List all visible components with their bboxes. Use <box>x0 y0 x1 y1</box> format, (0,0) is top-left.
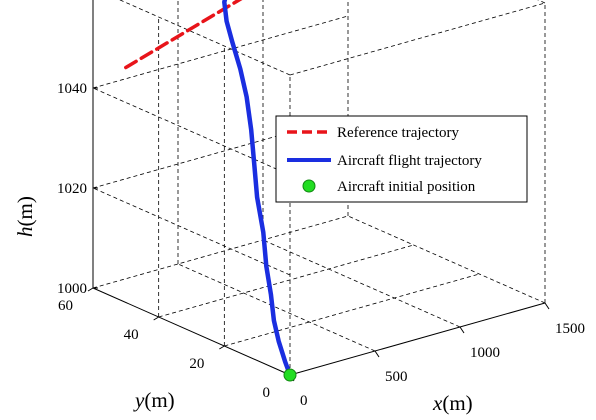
y-tick-mark <box>219 345 225 350</box>
x-tick-mark <box>544 302 550 310</box>
legend-marker-initial <box>302 179 316 193</box>
y-tick-label: 0 <box>263 385 271 401</box>
legend-label-initial: Aircraft initial position <box>337 179 476 195</box>
z-tick-label: 1020 <box>57 181 87 197</box>
z-axis-label: h(m) <box>13 196 37 237</box>
box-edge <box>92 215 349 289</box>
y-tick-label: 40 <box>124 327 139 343</box>
grid-line-x <box>262 239 461 328</box>
grid-lines <box>92 0 480 352</box>
grid-line-y <box>224 273 480 347</box>
x-axis-var: x <box>432 391 443 415</box>
y-axis-unit: (m) <box>144 388 174 412</box>
series-aircraft-flight-trajectory <box>222 0 293 378</box>
tick-labels: 05001000150002040601000102010401060 <box>57 81 585 409</box>
box-edge <box>289 2 546 76</box>
z-axis-unit: (m) <box>13 196 37 226</box>
y-axis-var: y <box>133 388 145 412</box>
x-tick-label: 0 <box>300 393 308 409</box>
x-tick-mark <box>459 326 465 334</box>
box-edge <box>347 215 546 304</box>
legend-label-flight: Aircraft flight trajectory <box>337 153 482 169</box>
series-reference-trajectory <box>124 0 243 70</box>
grid-line-z <box>92 187 291 276</box>
z-axis-var: h <box>13 227 37 238</box>
x-axis-label: x(m) <box>432 391 473 415</box>
grid-line-z <box>92 87 291 176</box>
y-tick-label: 60 <box>58 298 73 314</box>
grid-line-y <box>158 244 414 318</box>
box-edge <box>119 0 291 76</box>
y-axis-label: y(m) <box>133 388 175 412</box>
y-tick-label: 20 <box>189 356 204 372</box>
x-axis-unit: (m) <box>442 391 472 415</box>
y-tick-mark <box>153 316 159 321</box>
x-tick-mark <box>374 350 380 358</box>
box-edge <box>537 0 546 4</box>
initial-position-marker <box>283 368 297 382</box>
x-tick-label: 1500 <box>555 321 585 337</box>
x-tick-label: 1000 <box>470 345 500 361</box>
x-axis-line <box>289 302 546 376</box>
z-tick-label: 1040 <box>57 81 87 97</box>
grid-line-z <box>92 15 349 89</box>
y-tick-mark <box>87 287 94 292</box>
y-axis-line <box>92 287 291 376</box>
x-tick-label: 500 <box>385 369 408 385</box>
legend-label-reference: Reference trajectory <box>337 125 459 141</box>
legend: Reference trajectory Aircraft flight tra… <box>275 115 528 203</box>
grid-line-x <box>177 263 376 352</box>
series-layer <box>124 0 297 382</box>
z-tick-label: 1000 <box>57 281 87 297</box>
